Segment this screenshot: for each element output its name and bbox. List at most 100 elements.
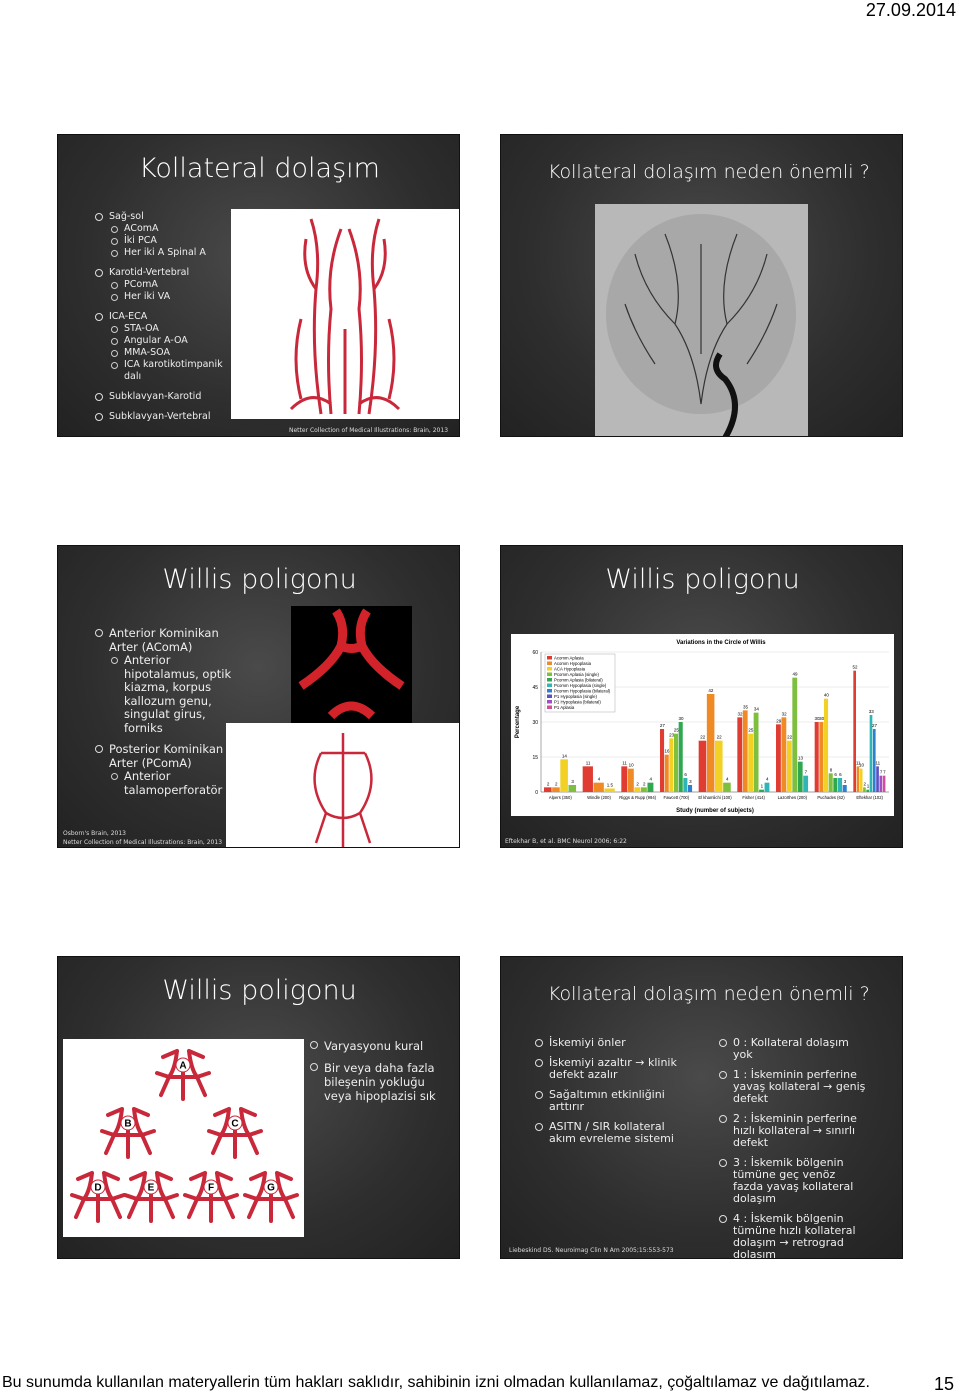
- bar: [833, 778, 838, 792]
- value-label: 16: [664, 749, 670, 754]
- label-disc: [120, 1115, 136, 1131]
- legend-label: Acomm Aplasia: [554, 655, 584, 660]
- chart-title: Variations in the Circle of Willis: [676, 640, 766, 646]
- bar: [866, 789, 870, 792]
- value-label: 35: [743, 704, 749, 709]
- x-axis-label: Study (number of subjects): [676, 808, 754, 814]
- footer-text: Bu sunumda kullanılan materyallerin tüm …: [2, 1374, 870, 1391]
- variant-label: C: [231, 1119, 238, 1130]
- value-label: 1: [867, 784, 870, 789]
- legend-swatch: [547, 667, 552, 671]
- value-label: 27: [660, 723, 666, 728]
- value-label: 10: [859, 763, 865, 768]
- y-tick-label: 60: [532, 650, 538, 656]
- value-label: 7: [883, 770, 886, 775]
- bar: [872, 729, 876, 792]
- value-label: 8: [830, 767, 833, 772]
- value-label: 29: [776, 718, 782, 723]
- bullet-text: Bir veya daha fazla bileşenin yokluğu ve…: [324, 1061, 436, 1103]
- bar: [640, 787, 647, 792]
- x-tick-label: Puchades (62): [817, 795, 845, 800]
- legend-label: Pcomm Aplasia (single): [554, 672, 599, 677]
- value-label: 2: [555, 781, 558, 786]
- sub-bullet: ICA karotikotimpanik dalı: [109, 359, 234, 383]
- bullet: 3 : İskemik bölgenin tümüne geç venöz fa…: [718, 1157, 868, 1205]
- value-label: 27: [872, 723, 878, 728]
- bar: [748, 733, 754, 792]
- value-label: 1.5: [607, 783, 614, 788]
- bar: [715, 740, 723, 792]
- legend-swatch: [547, 672, 552, 676]
- bar: [797, 761, 803, 792]
- bullet-text: Anterior Kominikan Arter (AComA): [109, 626, 219, 654]
- slide-title: Willis poligonu: [162, 564, 357, 595]
- bar: [560, 759, 568, 792]
- bar: [803, 775, 809, 792]
- legend-label: P1 Hypoplasia (single): [554, 694, 598, 699]
- value-label: 23: [669, 732, 675, 737]
- label-disc: [263, 1179, 279, 1195]
- slide: Kollateral dolaşım neden önemli ?: [500, 134, 903, 437]
- x-tick-label: Windle (200): [587, 795, 611, 800]
- bar: [863, 787, 866, 792]
- sub-bullet: AComA: [109, 223, 234, 235]
- value-label: 14: [562, 753, 568, 758]
- legend-label: Pcomm Hypoplasia (bilateral): [554, 688, 611, 693]
- bar: [678, 722, 683, 792]
- variant-label: A: [179, 1061, 186, 1072]
- caption: Netter Collection of Medical Illustratio…: [289, 427, 449, 434]
- bullet: Subklavyan-Vertebral: [94, 411, 234, 423]
- legend-swatch: [547, 705, 552, 709]
- x-tick-label: El khamlichi (100): [698, 795, 732, 800]
- legend-swatch: [547, 700, 552, 704]
- legend-swatch: [547, 656, 552, 660]
- slide: Willis poligonu Anterior Kominikan Arter…: [57, 545, 460, 848]
- willis-illustration: [226, 723, 459, 847]
- value-label: 7: [805, 770, 808, 775]
- legend-box: [544, 653, 616, 713]
- bar-chart: Variations in the Circle of Willis Percen…: [511, 634, 894, 816]
- caption: Netter Collection of Medical Illustratio…: [63, 839, 223, 846]
- bullet-list: Varyasyonu kural Bir veya daha fazla bile…: [309, 1039, 439, 1111]
- variant-label: B: [124, 1119, 131, 1130]
- value-label: 30: [819, 716, 825, 721]
- bar: [706, 694, 715, 792]
- sub-bullet: STA-OA: [109, 323, 234, 335]
- label-disc: [227, 1115, 243, 1131]
- bar: [824, 698, 829, 792]
- bullet: Bir veya daha fazla bileşenin yokluğu ve…: [309, 1061, 439, 1103]
- value-label: 11: [875, 760, 880, 765]
- x-tick-label: Riggs & Rupp (994): [619, 795, 656, 800]
- vessel-diagram: [207, 1107, 263, 1159]
- value-label: 34: [754, 707, 760, 712]
- variant-label: G: [267, 1183, 275, 1194]
- bar: [819, 722, 824, 792]
- bar: [552, 787, 560, 792]
- legend-label: Pcomm Hypoplasia (single): [554, 683, 607, 688]
- value-label: 30: [814, 716, 820, 721]
- legend-swatch: [547, 678, 552, 682]
- bar: [764, 782, 770, 792]
- bar: [660, 729, 665, 792]
- value-label: 11: [856, 760, 861, 765]
- bullet: Sağ-sol AComA İki PCA Her iki A Spinal A: [94, 211, 234, 259]
- bullet: 2 : İskeminin perferine hızlı kollateral…: [718, 1113, 868, 1149]
- variant-label: F: [208, 1183, 214, 1194]
- value-label: 4: [649, 777, 652, 782]
- vessel-diagram: [183, 1171, 239, 1223]
- artery-illustration: [231, 209, 459, 419]
- bar: [582, 766, 593, 792]
- value-label: 22: [700, 735, 706, 740]
- bullet: Anterior Kominikan Arter (AComA) Anterior…: [94, 626, 239, 735]
- y-tick-label: 0: [535, 790, 538, 796]
- bullet-text: Subklavyan-Karotid: [109, 391, 202, 402]
- value-label: 3: [689, 779, 692, 784]
- x-tick-label: Fawcett (700): [664, 795, 690, 800]
- legend-swatch: [547, 683, 552, 687]
- bar: [859, 768, 863, 792]
- bullet-list: Anterior Kominikan Arter (AComA) Anterior…: [94, 626, 239, 805]
- value-label: 40: [824, 693, 830, 698]
- bar: [604, 788, 615, 792]
- variant-illustration: A B C D E F G: [63, 1039, 304, 1237]
